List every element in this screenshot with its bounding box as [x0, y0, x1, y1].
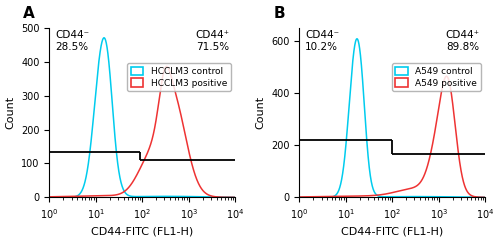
X-axis label: CD44-FITC (FL1-H): CD44-FITC (FL1-H) [341, 227, 444, 236]
Text: CD44⁻
10.2%: CD44⁻ 10.2% [305, 30, 339, 52]
Text: B: B [274, 6, 285, 21]
Y-axis label: Count: Count [256, 96, 266, 129]
Text: CD44⁺
71.5%: CD44⁺ 71.5% [196, 30, 230, 52]
Legend: A549 control, A549 positive: A549 control, A549 positive [392, 63, 480, 91]
Y-axis label: Count: Count [6, 96, 16, 129]
Legend: HCCLM3 control, HCCLM3 positive: HCCLM3 control, HCCLM3 positive [127, 63, 230, 91]
Text: A: A [24, 6, 35, 21]
Text: CD44⁺
89.8%: CD44⁺ 89.8% [446, 30, 480, 52]
X-axis label: CD44-FITC (FL1-H): CD44-FITC (FL1-H) [91, 227, 194, 236]
Text: CD44⁻
28.5%: CD44⁻ 28.5% [55, 30, 89, 52]
